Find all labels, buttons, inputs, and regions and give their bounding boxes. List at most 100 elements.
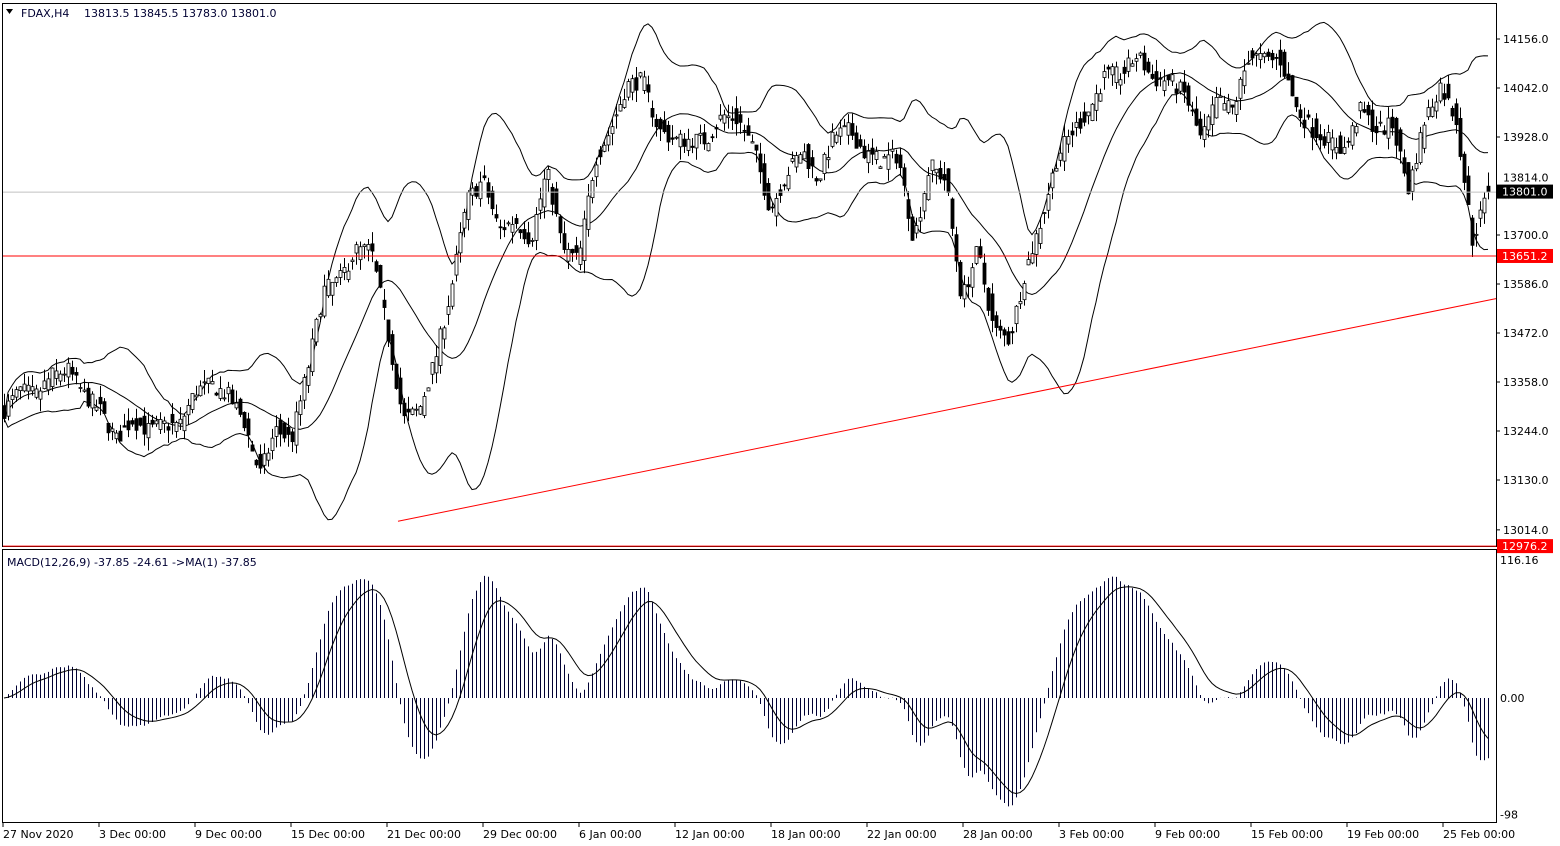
candle-body — [802, 151, 807, 160]
candle — [70, 360, 75, 381]
candle — [1210, 96, 1215, 137]
candle — [350, 257, 355, 270]
candle — [646, 75, 651, 103]
candle-body — [326, 278, 331, 297]
candle-body — [558, 216, 563, 234]
candle-body — [318, 313, 323, 318]
candle — [1090, 102, 1095, 122]
candle-body — [906, 199, 911, 219]
candle — [978, 238, 983, 259]
candle-body — [586, 195, 591, 230]
candle-body — [922, 193, 927, 212]
candle-body — [710, 136, 715, 139]
candle-body — [330, 281, 335, 296]
candle-body — [670, 137, 675, 140]
levels[interactable]: 13651.2 12976.2 — [3, 191, 1553, 554]
candle — [1370, 100, 1375, 143]
candle — [1034, 230, 1039, 267]
candle-body — [1218, 95, 1223, 99]
candle-body — [850, 123, 855, 136]
candle-body — [58, 373, 63, 382]
candle — [190, 393, 195, 414]
candle-body — [422, 396, 427, 416]
candle — [694, 133, 699, 160]
candle — [1442, 83, 1447, 107]
candle — [1258, 43, 1263, 69]
candle-body — [778, 189, 783, 196]
candle-body — [794, 155, 799, 168]
candle — [1022, 280, 1027, 306]
price-tick-label: 14156.0 — [1503, 33, 1549, 46]
candle-body — [1214, 97, 1219, 119]
candle — [970, 263, 975, 298]
candle-body — [882, 156, 887, 159]
candle-body — [886, 154, 891, 170]
candle-body — [1306, 114, 1311, 118]
candle-body — [1166, 74, 1171, 81]
candle — [934, 168, 939, 185]
candle-body — [478, 181, 483, 200]
candle-body — [354, 244, 359, 254]
candle-body — [890, 148, 895, 152]
candle — [1358, 101, 1363, 119]
candle-body — [334, 277, 339, 283]
candle-body — [1274, 57, 1279, 59]
candle — [530, 237, 535, 247]
candle — [914, 217, 919, 239]
candle — [578, 240, 583, 271]
candle — [306, 365, 311, 393]
candle-body — [686, 138, 691, 151]
candle — [518, 229, 523, 239]
candle-body — [1254, 53, 1259, 56]
candle — [1294, 96, 1299, 112]
candle — [446, 295, 451, 325]
candle-body — [1354, 126, 1359, 134]
candle-body — [1326, 131, 1331, 143]
candle-body — [914, 225, 919, 234]
candle — [126, 408, 131, 438]
candle — [1330, 129, 1335, 160]
candle — [138, 417, 143, 427]
candle-body — [1402, 157, 1407, 174]
price-axis[interactable]: 14156.0 14042.0 13928.0 13814.0 13700.0 13586… — [1496, 33, 1553, 537]
time-axis[interactable]: 27 Nov 2020 3 Dec 00:00 9 Dec 00:00 15 Dec … — [2, 822, 1515, 841]
candle-body — [162, 420, 167, 424]
candle — [570, 248, 575, 262]
time-tick-label: 15 Feb 00:00 — [1251, 828, 1323, 841]
candle — [750, 134, 755, 144]
candle-body — [1162, 80, 1167, 91]
candle — [1206, 114, 1211, 138]
candle-body — [18, 386, 23, 392]
candle-body — [1266, 51, 1271, 57]
candle — [1170, 69, 1175, 86]
candle-body — [618, 104, 623, 112]
candle — [1266, 48, 1271, 62]
triangle-down-icon[interactable] — [6, 9, 13, 14]
candle-body — [14, 389, 19, 398]
candle — [1146, 58, 1151, 74]
candle-body — [1050, 172, 1055, 189]
candle-body — [1038, 227, 1043, 244]
candle — [146, 412, 151, 451]
candle-body — [1318, 134, 1323, 141]
candle — [218, 376, 223, 401]
time-tick-label: 28 Jan 00:00 — [963, 828, 1033, 841]
candle — [322, 274, 327, 319]
candle — [1306, 109, 1311, 120]
candle — [506, 220, 511, 227]
candle — [778, 184, 783, 203]
candle-body — [982, 262, 987, 285]
candle-body — [394, 363, 399, 389]
candle-body — [410, 408, 415, 415]
candle — [618, 96, 623, 112]
candle-body — [930, 159, 935, 172]
candle-body — [230, 389, 235, 405]
candle-body — [1002, 329, 1007, 336]
candle — [1074, 111, 1079, 137]
candle — [954, 226, 959, 272]
candle-body — [862, 145, 867, 159]
candle — [1414, 153, 1419, 172]
candle-body — [294, 411, 299, 446]
candle-body — [1090, 103, 1095, 121]
